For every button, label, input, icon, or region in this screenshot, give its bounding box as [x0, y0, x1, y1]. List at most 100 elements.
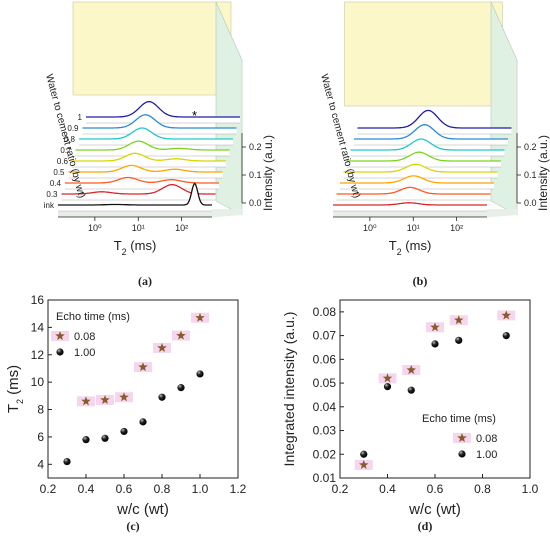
- data-point-c-1.00-2: [101, 434, 109, 442]
- plot-frame-c: [47, 299, 239, 479]
- y-tick-label-a-0: ink: [44, 201, 55, 210]
- data-point-d-1.00-4: [455, 336, 463, 344]
- legend-label-d-0: 0.08: [476, 433, 497, 445]
- x-axis-title-d: w/c (wt): [408, 501, 461, 518]
- y-tick-label-a-6: 0.8: [64, 135, 76, 144]
- data-point-c-0.08-3: [119, 392, 129, 402]
- legend-title-c: Echo time (ms): [56, 311, 130, 323]
- data-point-c-1.00-3: [120, 427, 128, 436]
- legend-label-c-1: 1.00: [74, 347, 95, 359]
- slab-a-0.9: [82, 114, 237, 134]
- data-point-c-1.00-4: [139, 418, 147, 426]
- panel-label-a: (a): [138, 274, 152, 288]
- data-point-d-1.00-1: [383, 383, 392, 391]
- legend-label-c-0: 0.08: [74, 331, 95, 343]
- panel-label-c: (c): [126, 519, 139, 533]
- y-tick-label-d-0: 0.01: [313, 471, 337, 485]
- slab-b-0.8: [350, 139, 505, 156]
- legend-marker-c-0: [55, 331, 65, 340]
- data-point-c-0.08-6: [176, 330, 186, 340]
- series-line-b-0.3: [333, 202, 487, 206]
- back-wall-a: [72, 1, 232, 96]
- x-axis-title-a: T2 (ms): [114, 238, 157, 257]
- data-point-c-0.08-1: [81, 396, 91, 406]
- z-tick-label-a-1: 0.1: [249, 170, 262, 180]
- x-tick-label-d-0: 0.2: [332, 482, 349, 496]
- z-axis-title-a: Intensity (a.u.): [261, 135, 275, 211]
- slab-a-0.4: [65, 177, 219, 189]
- data-point-c-0.08-5: [157, 342, 167, 352]
- data-point-c-0.08-2: [100, 395, 110, 404]
- x-tick-label-c-2: 0.6: [116, 482, 133, 496]
- y-tick-label-a-7: 0.9: [67, 124, 79, 133]
- series-line-a-0.4: [65, 176, 219, 184]
- y-tick-label-c-0: 4: [37, 457, 44, 471]
- series-line-b-0.4: [336, 186, 491, 195]
- data-point-c-1.00-6: [177, 384, 185, 392]
- y-tick-label-d-1: 0.02: [313, 447, 337, 461]
- slab-a-0.6: [72, 153, 226, 167]
- x-tick-label-c-4: 1.0: [192, 482, 209, 496]
- data-point-d-0.08-0: [359, 459, 369, 469]
- legend-marker-d-0: [457, 433, 467, 442]
- data-point-d-0.08-1: [382, 373, 393, 383]
- z-axis-title-b: Intensity (a.u.): [536, 135, 550, 211]
- z-tick-label-a-2: 0.2: [249, 142, 262, 152]
- series-line-a-0.8: [79, 127, 233, 140]
- series-line-b-1: [357, 109, 512, 129]
- z-tick-label-a-0: 0.0: [249, 198, 262, 208]
- x-tick-label-b-0: 10⁰: [363, 223, 377, 233]
- series-line-a-0.9: [82, 114, 237, 129]
- z-tick-label-b-0: 0.0: [524, 198, 537, 208]
- y-tick-label-c-1: 6: [37, 430, 44, 444]
- data-point-d-0.08-4: [454, 315, 464, 325]
- x-tick-label-a-2: 10²: [175, 223, 188, 233]
- panel-label-b: (b): [413, 274, 428, 288]
- data-point-c-0.08-7: [195, 312, 205, 322]
- data-point-d-1.00-0: [360, 450, 368, 458]
- data-point-c-1.00-0: [63, 457, 71, 466]
- series-line-a-0.7: [75, 140, 230, 151]
- data-point-c-1.00-5: [158, 393, 166, 401]
- slab-a-0.3: [61, 184, 216, 200]
- series-line-a-0.6: [72, 152, 226, 162]
- data-point-d-1.00-5: [502, 332, 510, 340]
- x-tick-label-c-0: 0.2: [40, 482, 57, 496]
- legend-title-d: Echo time (ms): [422, 413, 496, 425]
- data-point-c-1.00-7: [196, 370, 204, 378]
- series-line-a-1: [86, 100, 240, 118]
- x-tick-label-a-1: 10¹: [132, 223, 145, 233]
- slab-b-0.7: [347, 152, 501, 167]
- y-tick-label-a-1: 0.3: [46, 190, 58, 199]
- x-tick-label-a-0: 10⁰: [88, 223, 102, 233]
- y-tick-label-c-3: 10: [31, 375, 45, 389]
- series-line-b-0.8: [350, 138, 505, 151]
- z-tick-label-b-1: 0.1: [524, 170, 537, 180]
- slab-b-0.9: [354, 124, 508, 145]
- x-tick-label-c-3: 0.8: [154, 482, 171, 496]
- data-point-c-0.08-4: [138, 362, 148, 372]
- x-tick-label-d-3: 0.8: [474, 482, 491, 496]
- data-point-d-0.08-5: [501, 310, 511, 320]
- x-tick-label-d-4: 1.0: [522, 482, 539, 496]
- back-wall-b: [344, 1, 503, 107]
- y-tick-label-a-8: 1: [78, 113, 83, 122]
- y-tick-label-c-4: 12: [31, 348, 45, 362]
- slab-b-0.4: [336, 187, 491, 200]
- x-tick-label-c-5: 1.2: [230, 482, 247, 496]
- y-tick-label-d-2: 0.03: [313, 424, 337, 438]
- data-point-d-1.00-3: [431, 340, 439, 348]
- y-tick-label-a-4: 0.6: [57, 157, 69, 166]
- x-axis-title-c: w/c (wt): [116, 501, 169, 518]
- x-tick-label-d-1: 0.4: [379, 482, 396, 496]
- slab-b-0.6: [343, 164, 498, 178]
- series-line-a-ink: [58, 182, 212, 206]
- series-line-b-0.5: [340, 175, 494, 184]
- slab-a-0.8: [79, 128, 233, 145]
- z-tick-label-b-2: 0.2: [524, 142, 537, 152]
- side-wall-a: [215, 1, 243, 216]
- legend-label-d-1: 1.00: [476, 449, 497, 461]
